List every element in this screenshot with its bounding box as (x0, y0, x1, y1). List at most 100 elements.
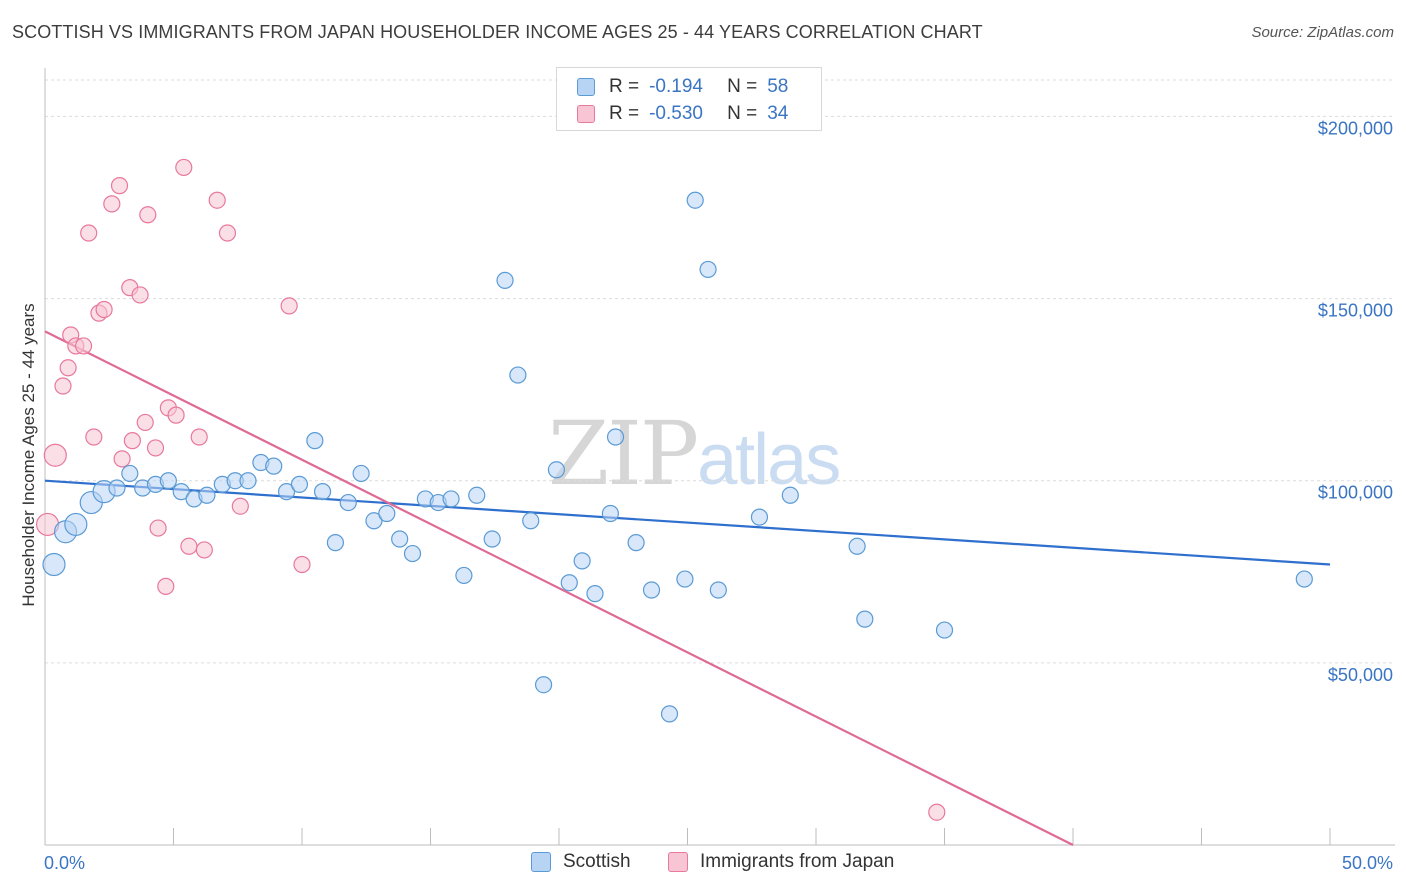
japan-point (208, 191, 226, 209)
scottish-point (686, 191, 704, 209)
scottish-point (642, 581, 661, 599)
japan-point (928, 803, 946, 821)
scottish-point (378, 504, 396, 523)
japan-point (123, 432, 141, 450)
watermark: ZIPatlas (548, 402, 841, 505)
scottish-point (534, 676, 553, 694)
scottish-point (573, 552, 591, 570)
japan-point (231, 497, 249, 515)
scottish-point (627, 534, 645, 552)
legend-n-label: N = (727, 103, 758, 124)
scottish-point (856, 610, 874, 628)
scottish-point (290, 475, 309, 493)
japan-point (113, 450, 131, 468)
scottish-point (483, 530, 501, 548)
scottish-point (277, 483, 296, 501)
axis-labels: Householder Income Ages 25 - 44 years $5… (19, 118, 1393, 873)
bottom-legend-scottish: Scottish (531, 851, 631, 873)
japan-point (136, 413, 154, 432)
scottish-point (522, 512, 540, 530)
scottish-trend-line (44, 479, 1331, 566)
correlation-legend: R = -0.194 N = 58 R = -0.530 N = 34 (556, 67, 822, 131)
japan-point (59, 359, 77, 377)
scottish-point (586, 585, 604, 603)
japan-point (80, 224, 98, 242)
data-points (35, 158, 1313, 821)
scottish-point (547, 461, 566, 479)
scottish-point (403, 544, 422, 563)
scottish-point (306, 432, 324, 450)
scottish-point (606, 428, 625, 446)
japan-point (54, 377, 72, 395)
japan-point (157, 577, 175, 595)
scottish-point (265, 457, 283, 475)
japan-point (149, 519, 167, 537)
japan-trend-line (44, 330, 1074, 846)
source-credit: Source: ZipAtlas.com (1251, 24, 1394, 41)
scottish-point (560, 574, 578, 592)
scottish-legend-label: Scottish (563, 851, 631, 872)
scottish-point (660, 705, 679, 723)
japan-point (146, 439, 165, 457)
japan-legend-label: Immigrants from Japan (700, 851, 895, 872)
scottish-point (313, 483, 332, 501)
scottish-point (1295, 570, 1313, 588)
scottish-point (239, 472, 257, 490)
scottish-point (365, 512, 383, 530)
scottish-point (108, 479, 126, 497)
scottish-legend-swatch (531, 852, 551, 872)
japan-point (175, 158, 193, 177)
chart-title: SCOTTISH VS IMMIGRANTS FROM JAPAN HOUSEH… (12, 22, 983, 42)
legend-n-value: 34 (767, 103, 789, 124)
legend-n-value: 58 (767, 76, 789, 97)
legend-n-label: N = (727, 76, 758, 97)
scottish-point (339, 493, 357, 512)
scottish-point (709, 581, 727, 599)
japan-point (43, 443, 67, 467)
japan-point (293, 555, 311, 574)
watermark-zip: ZIP (548, 402, 699, 505)
japan-point (103, 195, 121, 213)
japan-point (74, 337, 93, 355)
y-tick-label: $50,000 (1328, 665, 1393, 685)
scottish-point (64, 512, 88, 537)
japan-point (190, 428, 208, 446)
scottish-point (391, 530, 409, 548)
scottish-point (496, 271, 514, 289)
scottish-point (750, 508, 769, 526)
legend-r-label: R = (609, 103, 640, 124)
japan-point (195, 541, 213, 559)
y-tick-label: $200,000 (1318, 118, 1393, 138)
scottish-point (198, 486, 216, 504)
legend-r-label: R = (609, 76, 640, 97)
japan-point (218, 224, 237, 242)
scottish-point (42, 552, 66, 577)
scottish-point (601, 504, 620, 523)
scottish-swatch (577, 78, 595, 96)
scottish-point (509, 366, 527, 384)
japan-swatch (577, 105, 595, 123)
scottish-point (699, 260, 717, 279)
japan-point (167, 406, 185, 424)
japan-point (139, 206, 157, 224)
legend-row-scottish: R = -0.194 N = 58 (577, 74, 788, 100)
scottish-point (442, 490, 460, 508)
japan-point (85, 428, 103, 446)
japan-point (180, 537, 198, 555)
x-tick-label: 50.0% (1342, 853, 1393, 873)
legend-r-value: -0.194 (649, 76, 703, 97)
japan-point (95, 300, 113, 319)
scottish-point (326, 534, 345, 552)
legend-r-value: -0.530 (649, 103, 703, 124)
japan-point (280, 297, 298, 315)
japan-point (131, 286, 149, 304)
watermark-atlas: atlas (697, 420, 841, 500)
scottish-point (172, 483, 190, 501)
gridlines (45, 79, 1395, 664)
scottish-point (159, 472, 177, 490)
scottish-point (848, 537, 866, 555)
scottish-point (455, 566, 473, 585)
japan-point (110, 177, 129, 195)
scottish-point (352, 464, 370, 483)
